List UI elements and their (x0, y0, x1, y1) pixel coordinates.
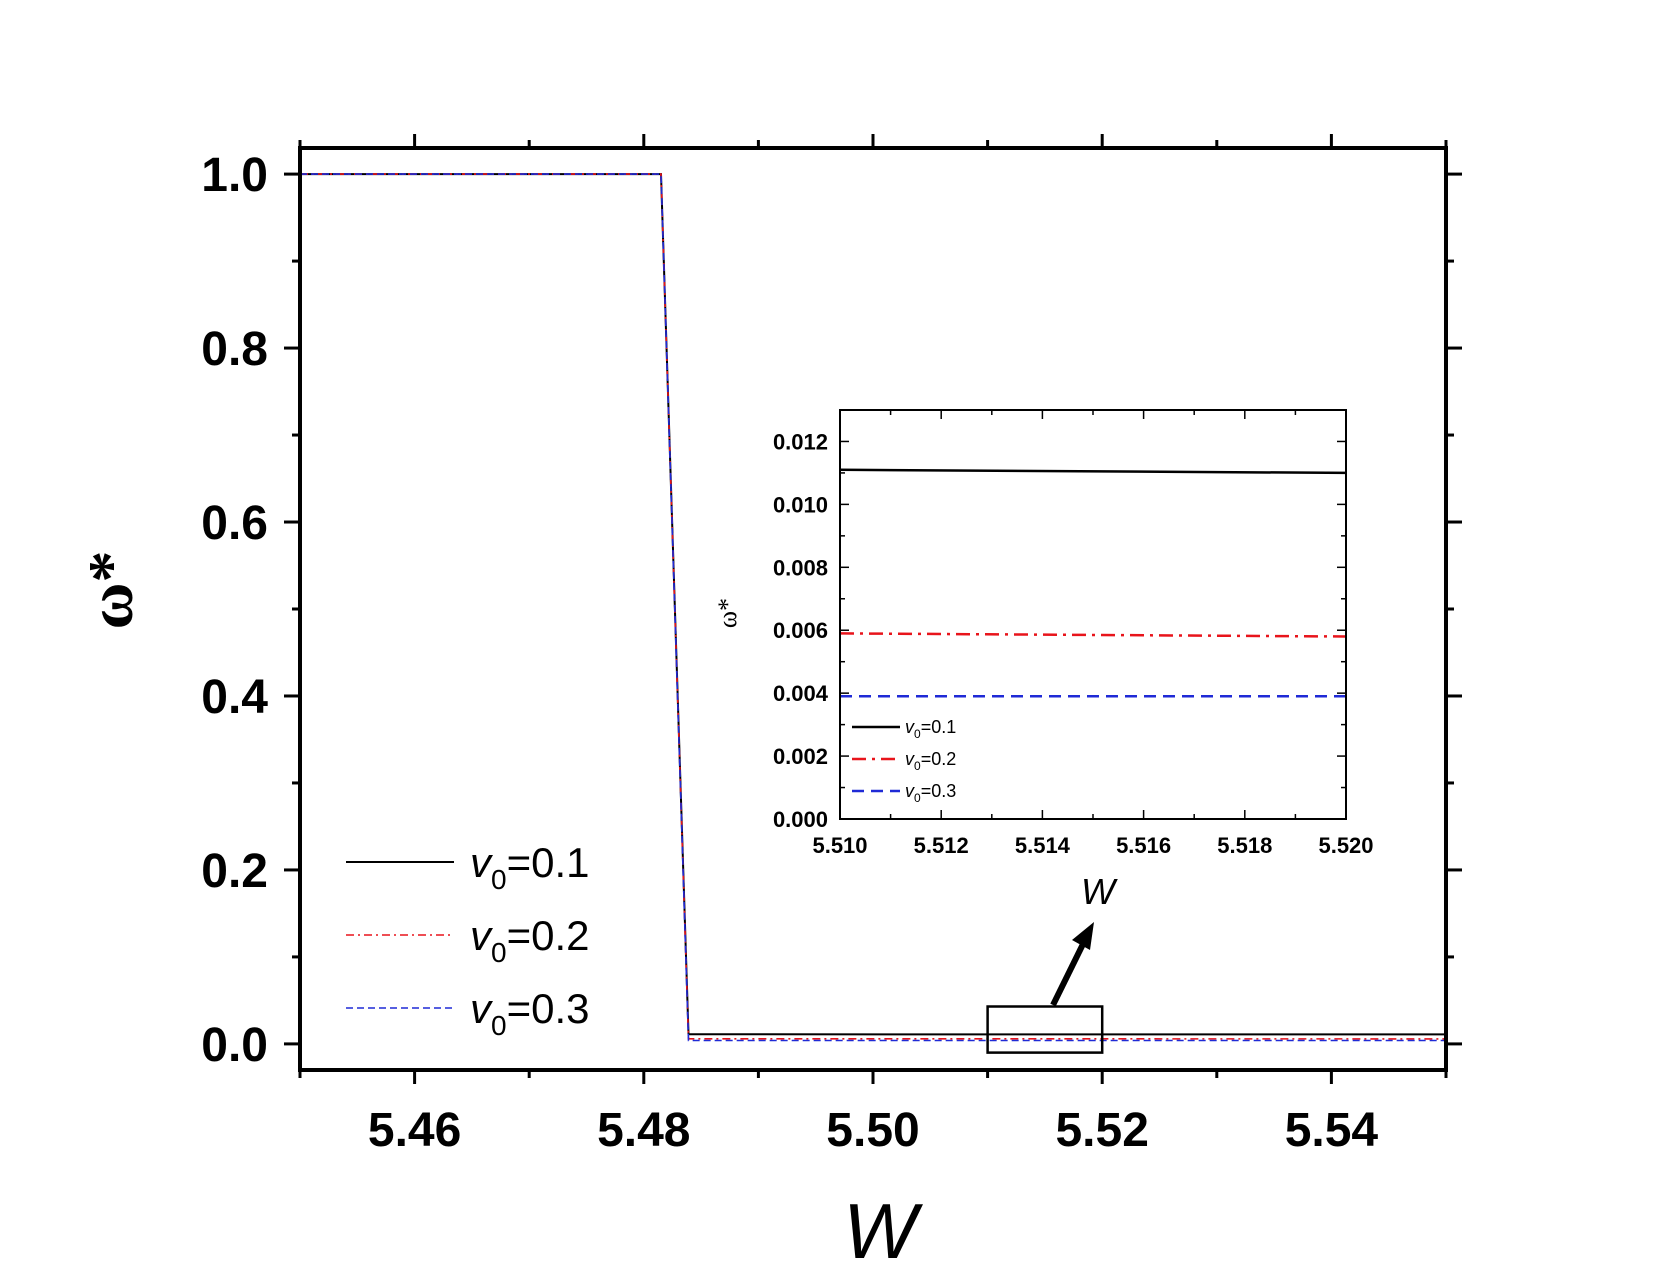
legend-subscript: 0 (914, 791, 921, 805)
zoom-box (986, 1005, 1104, 1054)
main-series-line-3 (300, 173, 1446, 1042)
arrow-shaft (1050, 938, 1088, 1007)
main-y-tick-label: 1.0 (201, 149, 268, 202)
legend-symbol: v (905, 717, 915, 737)
inset-y-tick-label: 0.010 (773, 492, 828, 517)
main-legend-label-2: v0=0.2 (470, 912, 590, 968)
main-y-tick-label: 0.8 (201, 323, 268, 376)
legend-subscript: 0 (914, 727, 921, 741)
inset-y-tick-label: 0.008 (773, 555, 828, 580)
legend-symbol: v (905, 749, 915, 769)
legend-subscript: 0 (491, 1010, 507, 1041)
legend-value: =0.1 (507, 839, 590, 886)
legend-subscript: 0 (914, 759, 921, 773)
main-x-tick-label: 5.54 (1285, 1104, 1379, 1157)
inset-y-tick-label: 0.002 (773, 744, 828, 769)
legend-symbol: v (470, 839, 494, 886)
inset-series-line-2 (839, 632, 1347, 638)
main-y-tick-label: 0.4 (201, 671, 268, 724)
inset-y-axis: 0.000 0.002 0.004 0.006 0.008 0.010 0.012 (773, 409, 1346, 832)
arrow-head (1072, 922, 1094, 950)
main-x-tick-label: 5.46 (368, 1104, 461, 1157)
main-chart: 5.46 5.48 5.50 5.52 5.54 0.0 0.2 0.4 0.6 0.8 1.0 Wω… (75, 134, 1462, 1275)
inset-y-tick-label: 0.006 (773, 618, 828, 643)
inset-x-tick-label: 5.512 (914, 833, 969, 858)
inset-y-tick-label: 0.000 (773, 807, 828, 832)
inset-y-tick-label: 0.012 (773, 429, 828, 454)
main-x-tick-label: 5.52 (1055, 1104, 1148, 1157)
legend-value: =0.3 (921, 781, 957, 801)
main-x-axis-label: W (843, 1187, 923, 1275)
inset-y-tick-label: 0.004 (773, 681, 829, 706)
main-x-tick-label: 5.48 (597, 1104, 690, 1157)
main-legend: v0=0.1v0=0.2v0=0.3 (346, 839, 590, 1041)
inset-legend-label-2: v0=0.2 (905, 749, 956, 773)
inset-x-tick-label: 5.518 (1217, 833, 1272, 858)
legend-symbol: v (470, 912, 494, 959)
main-y-axis-label: ω* (75, 551, 146, 630)
legend-symbol: v (470, 985, 494, 1032)
main-y-axis: 0.0 0.2 0.4 0.6 0.8 1.0 (201, 149, 1462, 1072)
callout-label: W (1081, 871, 1118, 912)
inset-x-axis: 5.510 5.512 5.514 5.516 5.518 5.520 (812, 410, 1374, 858)
inset-series (839, 468, 1347, 698)
main-y-tick-label: 0.2 (201, 845, 268, 898)
main-y-tick-label: 0.0 (201, 1019, 268, 1072)
main-legend-label-3: v0=0.3 (470, 985, 590, 1041)
inset-y-axis-label: ω* (713, 598, 742, 628)
legend-symbol: v (905, 781, 915, 801)
inset-x-tick-label: 5.510 (812, 833, 867, 858)
inset-x-tick-label: 5.514 (1015, 833, 1071, 858)
legend-subscript: 0 (491, 864, 507, 895)
main-y-tick-label: 0.6 (201, 497, 268, 550)
inset-legend-label-3: v0=0.3 (905, 781, 956, 805)
legend-value: =0.2 (921, 749, 957, 769)
inset-x-tick-label: 5.516 (1116, 833, 1171, 858)
inset-legend: v0=0.1v0=0.2v0=0.3 (852, 717, 956, 805)
legend-subscript: 0 (491, 937, 507, 968)
legend-value: =0.3 (507, 985, 590, 1032)
legend-value: =0.2 (507, 912, 590, 959)
inset-x-tick-label: 5.520 (1318, 833, 1373, 858)
inset-chart: 5.510 5.512 5.514 5.516 5.518 5.520 0.000 0.002… (713, 409, 1374, 858)
main-x-tick-label: 5.50 (826, 1104, 919, 1157)
callout-arrow (1050, 922, 1094, 1007)
inset-background (840, 410, 1346, 819)
main-series (300, 173, 1447, 1042)
legend-value: =0.1 (921, 717, 957, 737)
inset-series-line-1 (839, 468, 1347, 475)
inset-legend-label-1: v0=0.1 (905, 717, 956, 741)
main-legend-label-1: v0=0.1 (470, 839, 590, 895)
main-x-axis: 5.46 5.48 5.50 5.52 5.54 (298, 134, 1448, 1157)
